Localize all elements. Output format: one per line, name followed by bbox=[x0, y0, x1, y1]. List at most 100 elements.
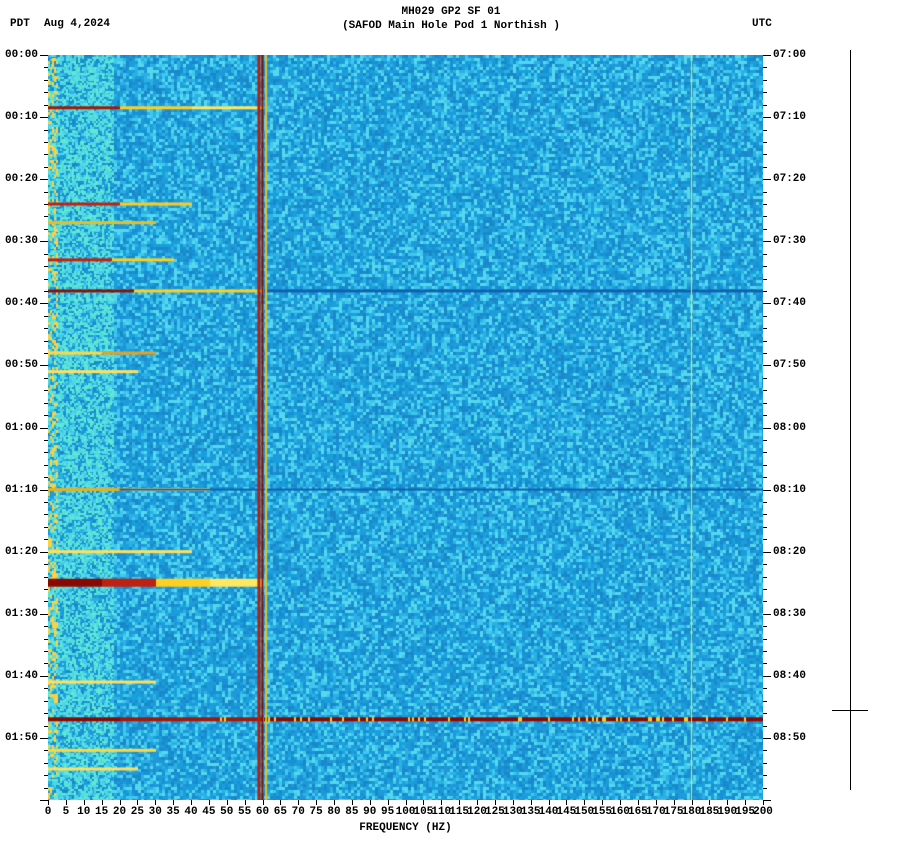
y-tick-mark bbox=[763, 577, 767, 578]
y-tick-mark bbox=[763, 415, 767, 416]
x-tick-mark bbox=[602, 800, 603, 805]
y-tick-mark bbox=[44, 750, 48, 751]
y-tick-mark bbox=[763, 192, 767, 193]
x-tick-label: 135 bbox=[521, 806, 541, 818]
x-tick-mark bbox=[280, 800, 281, 805]
x-tick-mark bbox=[84, 800, 85, 805]
y-tick-mark bbox=[763, 254, 767, 255]
y-tick-mark bbox=[44, 527, 48, 528]
date-label: Aug 4,2024 bbox=[44, 18, 110, 30]
x-tick-label: 80 bbox=[327, 806, 340, 818]
x-tick-label: 20 bbox=[113, 806, 126, 818]
y-tick-mark bbox=[40, 676, 48, 677]
x-tick-label: 0 bbox=[45, 806, 52, 818]
x-tick-label: 120 bbox=[467, 806, 487, 818]
x-tick-label: 15 bbox=[95, 806, 108, 818]
y-tick-mark bbox=[763, 502, 767, 503]
x-tick-mark bbox=[709, 800, 710, 805]
y-tick-mark bbox=[763, 676, 771, 677]
chart-header: PDT Aug 4,2024 MH029 GP2 SF 01 (SAFOD Ma… bbox=[0, 0, 902, 40]
x-tick-mark bbox=[209, 800, 210, 805]
y-tick-mark bbox=[763, 167, 767, 168]
x-tick-label: 75 bbox=[310, 806, 323, 818]
x-tick-label: 200 bbox=[753, 806, 773, 818]
x-tick-mark bbox=[316, 800, 317, 805]
y-tick-mark bbox=[44, 415, 48, 416]
x-tick-mark bbox=[245, 800, 246, 805]
x-tick-mark bbox=[531, 800, 532, 805]
y-tick-mark bbox=[763, 750, 767, 751]
x-tick-label: 145 bbox=[556, 806, 576, 818]
x-tick-label: 50 bbox=[220, 806, 233, 818]
y-tick-mark bbox=[763, 800, 771, 801]
x-tick-mark bbox=[423, 800, 424, 805]
y-tick-label: 07:30 bbox=[773, 235, 806, 247]
x-tick-label: 150 bbox=[574, 806, 594, 818]
y-tick-mark bbox=[763, 726, 767, 727]
y-tick-mark bbox=[40, 428, 48, 429]
x-tick-mark bbox=[66, 800, 67, 805]
x-tick-label: 175 bbox=[664, 806, 684, 818]
y-tick-mark bbox=[44, 452, 48, 453]
y-tick-label: 08:20 bbox=[773, 546, 806, 558]
y-tick-mark bbox=[763, 527, 767, 528]
x-tick-label: 125 bbox=[485, 806, 505, 818]
x-tick-label: 140 bbox=[539, 806, 559, 818]
y-tick-mark bbox=[44, 266, 48, 267]
y-tick-mark bbox=[40, 490, 48, 491]
y-tick-mark bbox=[763, 80, 767, 81]
y-tick-mark bbox=[40, 179, 48, 180]
y-tick-mark bbox=[44, 390, 48, 391]
x-tick-mark bbox=[674, 800, 675, 805]
y-tick-label: 01:50 bbox=[5, 732, 38, 744]
y-tick-mark bbox=[40, 738, 48, 739]
x-tick-mark bbox=[352, 800, 353, 805]
x-tick-label: 60 bbox=[256, 806, 269, 818]
tz-left-label: PDT bbox=[10, 18, 30, 30]
y-tick-mark bbox=[763, 663, 767, 664]
chart-title-1: MH029 GP2 SF 01 bbox=[401, 6, 500, 18]
y-tick-mark bbox=[44, 688, 48, 689]
chart-title-2: (SAFOD Main Hole Pod 1 Northish ) bbox=[342, 20, 560, 32]
x-tick-mark bbox=[120, 800, 121, 805]
y-tick-mark bbox=[763, 204, 767, 205]
y-tick-mark bbox=[763, 67, 767, 68]
y-tick-mark bbox=[763, 328, 767, 329]
y-tick-mark bbox=[763, 465, 767, 466]
x-tick-label: 10 bbox=[77, 806, 90, 818]
y-tick-label: 01:10 bbox=[5, 484, 38, 496]
y-tick-mark bbox=[44, 216, 48, 217]
y-tick-label: 07:40 bbox=[773, 297, 806, 309]
x-tick-label: 180 bbox=[682, 806, 702, 818]
x-tick-label: 55 bbox=[238, 806, 251, 818]
x-tick-label: 195 bbox=[735, 806, 755, 818]
y-tick-mark bbox=[763, 539, 767, 540]
y-tick-mark bbox=[763, 490, 771, 491]
y-axis-right: 07:0007:1007:2007:3007:4007:5008:0008:10… bbox=[763, 55, 823, 800]
x-tick-mark bbox=[692, 800, 693, 805]
y-tick-label: 01:20 bbox=[5, 546, 38, 558]
y-tick-label: 00:50 bbox=[5, 359, 38, 371]
y-tick-mark bbox=[44, 105, 48, 106]
y-tick-mark bbox=[44, 130, 48, 131]
y-tick-label: 07:20 bbox=[773, 173, 806, 185]
y-tick-mark bbox=[44, 601, 48, 602]
y-tick-mark bbox=[763, 552, 771, 553]
y-tick-label: 08:40 bbox=[773, 670, 806, 682]
x-tick-mark bbox=[48, 800, 49, 805]
y-tick-mark bbox=[44, 328, 48, 329]
y-tick-label: 08:30 bbox=[773, 608, 806, 620]
x-axis-label: FREQUENCY (HZ) bbox=[359, 822, 451, 834]
y-tick-mark bbox=[44, 763, 48, 764]
x-tick-mark bbox=[584, 800, 585, 805]
y-tick-mark bbox=[44, 142, 48, 143]
x-tick-mark bbox=[191, 800, 192, 805]
y-tick-mark bbox=[44, 167, 48, 168]
y-tick-mark bbox=[44, 279, 48, 280]
x-tick-label: 35 bbox=[167, 806, 180, 818]
y-tick-mark bbox=[40, 552, 48, 553]
y-tick-mark bbox=[44, 403, 48, 404]
y-tick-mark bbox=[44, 514, 48, 515]
y-tick-mark bbox=[40, 800, 48, 801]
y-tick-mark bbox=[763, 701, 767, 702]
